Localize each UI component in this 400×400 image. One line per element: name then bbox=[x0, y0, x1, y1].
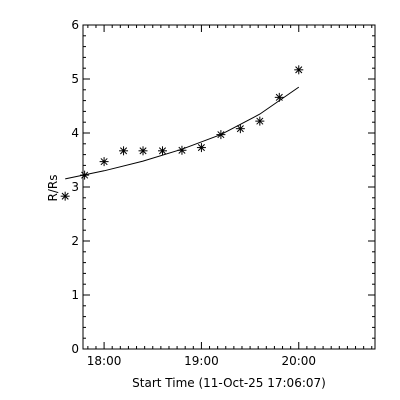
data-point-asterisk bbox=[216, 130, 226, 140]
y-tick-label: 1 bbox=[71, 288, 79, 302]
y-tick-label: 5 bbox=[71, 72, 79, 86]
x-tick-label: 18:00 bbox=[87, 354, 122, 368]
x-axis-label: Start Time (11-Oct-25 17:06:07) bbox=[132, 376, 326, 390]
data-point-asterisk bbox=[294, 65, 304, 75]
data-point-asterisk bbox=[60, 191, 70, 201]
data-point-asterisk bbox=[235, 124, 245, 134]
data-points bbox=[60, 65, 304, 201]
data-point-asterisk bbox=[119, 146, 129, 156]
y-tick-label: 4 bbox=[71, 126, 79, 140]
y-axis-label: R/Rs bbox=[46, 175, 60, 202]
data-point-asterisk bbox=[177, 145, 187, 155]
y-tick-label: 2 bbox=[71, 234, 79, 248]
plot-frame bbox=[82, 24, 376, 350]
data-point-asterisk bbox=[274, 92, 284, 102]
data-point-asterisk bbox=[138, 146, 148, 156]
data-point-asterisk bbox=[255, 116, 265, 126]
data-point-asterisk bbox=[157, 146, 167, 156]
fit-curve bbox=[65, 86, 300, 180]
fit-curve-group bbox=[65, 86, 300, 180]
y-tick-label: 6 bbox=[71, 18, 79, 32]
y-tick-label: 0 bbox=[71, 342, 79, 356]
x-tick-labels: 18:00 19:00 20:00 bbox=[87, 354, 316, 368]
tick-marks bbox=[83, 24, 375, 350]
x-tick-label: 20:00 bbox=[281, 354, 316, 368]
data-point-asterisk bbox=[99, 157, 109, 167]
x-tick-label: 19:00 bbox=[184, 354, 219, 368]
y-tick-label: 3 bbox=[71, 180, 79, 194]
y-tick-labels: 0 1 2 3 4 5 6 bbox=[71, 18, 79, 356]
data-point-asterisk bbox=[80, 170, 90, 180]
data-point-asterisk bbox=[196, 143, 206, 153]
